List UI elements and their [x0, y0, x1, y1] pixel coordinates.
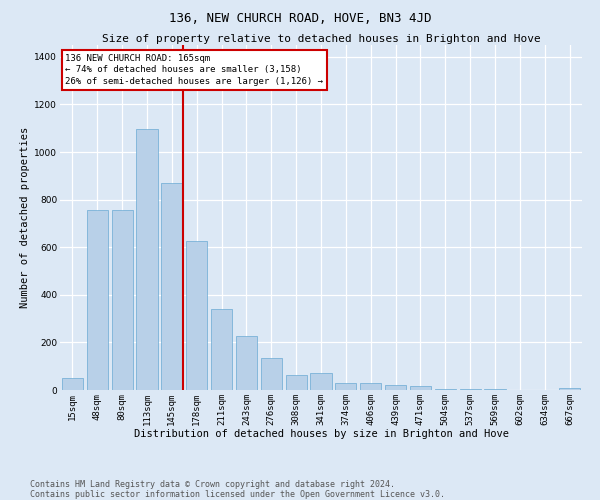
- Bar: [410, 386, 431, 390]
- Bar: [236, 336, 257, 390]
- Bar: [435, 389, 456, 390]
- Bar: [261, 358, 282, 390]
- Y-axis label: Number of detached properties: Number of detached properties: [20, 127, 30, 308]
- Title: Size of property relative to detached houses in Brighton and Hove: Size of property relative to detached ho…: [101, 34, 541, 44]
- Bar: [87, 210, 108, 390]
- Text: Contains HM Land Registry data © Crown copyright and database right 2024.
Contai: Contains HM Land Registry data © Crown c…: [30, 480, 445, 499]
- Bar: [385, 385, 406, 390]
- Bar: [335, 383, 356, 390]
- Bar: [186, 242, 207, 390]
- Bar: [360, 384, 381, 390]
- Bar: [211, 309, 232, 390]
- Bar: [161, 183, 182, 390]
- X-axis label: Distribution of detached houses by size in Brighton and Hove: Distribution of detached houses by size …: [133, 429, 509, 439]
- Bar: [136, 130, 158, 390]
- Bar: [310, 374, 332, 390]
- Bar: [460, 389, 481, 390]
- Bar: [286, 374, 307, 390]
- Text: 136, NEW CHURCH ROAD, HOVE, BN3 4JD: 136, NEW CHURCH ROAD, HOVE, BN3 4JD: [169, 12, 431, 26]
- Bar: [112, 210, 133, 390]
- Bar: [559, 388, 580, 390]
- Text: 136 NEW CHURCH ROAD: 165sqm
← 74% of detached houses are smaller (3,158)
26% of : 136 NEW CHURCH ROAD: 165sqm ← 74% of det…: [65, 54, 323, 86]
- Bar: [62, 378, 83, 390]
